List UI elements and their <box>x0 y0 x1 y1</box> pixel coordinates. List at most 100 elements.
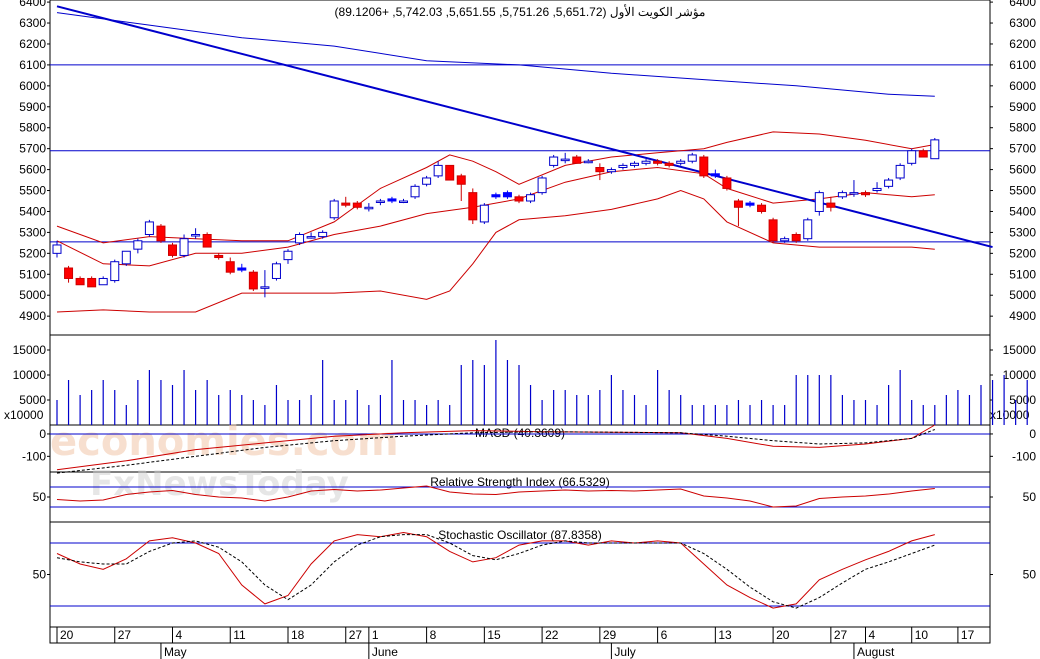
price-tick-left: 6000 <box>19 79 46 93</box>
volume-unit-label-right: x10000 <box>990 408 1030 422</box>
price-tick-right: 5200 <box>1009 246 1036 260</box>
candle-body <box>352 202 362 208</box>
price-tick-left: 6300 <box>19 16 46 30</box>
price-tick-left: 5000 <box>19 288 46 302</box>
x-tick-label: 29 <box>603 628 617 642</box>
candle-body <box>410 185 420 198</box>
stoch-d-line <box>56 534 935 609</box>
candle-body <box>133 240 143 250</box>
candle-body <box>872 187 882 192</box>
candle-body <box>791 234 801 242</box>
x-tick-label: 8 <box>430 628 437 642</box>
volume-tick-right: 5000 <box>1009 393 1036 407</box>
price-tick-left: 5100 <box>19 267 46 281</box>
price-tick-left: 5500 <box>19 184 46 198</box>
price-tick-right: 6300 <box>1009 16 1036 30</box>
price-tick-left: 6200 <box>19 37 46 51</box>
candle-body <box>526 194 536 202</box>
chart-title: مؤشر الكويت الأول (5,651.72, 5,751.26, 5… <box>335 4 706 19</box>
x-tick-label: 4 <box>869 628 876 642</box>
candle-body <box>757 204 767 212</box>
volume-tick-left: 5000 <box>19 393 46 407</box>
candle-body <box>502 192 512 198</box>
candle-body <box>733 200 743 208</box>
candle-body <box>664 162 674 166</box>
bollinger-middle <box>56 166 935 267</box>
candle-body <box>907 150 917 164</box>
candle-body <box>699 156 709 177</box>
candle-body <box>295 234 305 244</box>
candle-body <box>560 158 570 162</box>
volume-unit-label: x10000 <box>4 408 44 422</box>
stoch-k-line <box>56 531 935 609</box>
candle-body <box>341 202 351 206</box>
price-tick-right: 5800 <box>1009 121 1036 135</box>
candle-body <box>225 261 235 273</box>
price-tick-right: 5700 <box>1009 142 1036 156</box>
candle-body <box>710 173 720 177</box>
price-tick-left: 5800 <box>19 121 46 135</box>
candle-body <box>676 160 686 164</box>
candle-body <box>895 164 905 179</box>
candle-body <box>214 254 224 259</box>
candle-body <box>745 202 755 206</box>
panel-frame-0 <box>49 0 991 336</box>
candle-body <box>306 236 316 239</box>
candle-body <box>514 196 524 202</box>
price-tick-right: 5400 <box>1009 204 1036 218</box>
candle-body <box>491 194 501 198</box>
stochastic-label: Stochastic Oscillator (87.8358) <box>438 528 601 542</box>
price-tick-left: 5200 <box>19 246 46 260</box>
month-label: May <box>164 645 187 659</box>
x-axis-frame <box>49 626 991 644</box>
candle-body <box>687 154 697 162</box>
x-tick-label: 20 <box>776 628 790 642</box>
candle-body <box>653 160 663 164</box>
price-tick-right: 5600 <box>1009 163 1036 177</box>
candle-body <box>422 177 432 185</box>
candle-body <box>468 192 478 221</box>
macd-tick-right: -100 <box>1012 449 1036 463</box>
candle-body <box>549 156 559 166</box>
volume-tick-right: 10000 <box>1003 368 1037 382</box>
candle-body <box>930 139 940 160</box>
bollinger-upper <box>56 131 935 244</box>
candle-body <box>329 200 339 219</box>
candle-body <box>248 271 258 290</box>
candle-body <box>849 192 859 195</box>
x-tick-label: 20 <box>60 628 74 642</box>
x-tick-label: 15 <box>487 628 501 642</box>
candle-body <box>814 192 824 212</box>
watermark: economies.com FxNewsToday <box>50 419 399 504</box>
x-tick-label: 6 <box>661 628 668 642</box>
candle-body <box>110 261 120 282</box>
candle-body <box>75 277 85 286</box>
macd-label: MACD (40.3609) <box>475 426 565 440</box>
candle-body <box>64 267 74 279</box>
candle-body <box>271 263 281 279</box>
price-tick-right: 6000 <box>1009 79 1036 93</box>
price-tick-right: 4900 <box>1009 309 1036 323</box>
macd-tick-right: 0 <box>1029 427 1036 441</box>
rsi-tick-left: 50 <box>33 490 47 504</box>
candle-body <box>399 200 408 203</box>
x-tick-label: 10 <box>915 628 929 642</box>
bollinger-lower <box>56 189 935 313</box>
x-tick-label: 4 <box>176 628 183 642</box>
candle-body <box>583 160 593 164</box>
candle-body <box>87 277 97 288</box>
candle-body <box>630 162 639 166</box>
candle-body <box>202 234 212 248</box>
stoch-tick-left: 50 <box>33 568 47 582</box>
price-tick-left: 5400 <box>19 204 46 218</box>
month-label: July <box>614 645 635 659</box>
candle-body <box>364 206 374 210</box>
panel-frames <box>49 0 991 644</box>
price-tick-left: 4900 <box>19 309 46 323</box>
month-label: August <box>857 645 895 659</box>
price-tick-right: 5100 <box>1009 267 1036 281</box>
x-tick-label: 27 <box>834 628 848 642</box>
candle-body <box>191 234 201 237</box>
candle-body <box>780 238 790 242</box>
